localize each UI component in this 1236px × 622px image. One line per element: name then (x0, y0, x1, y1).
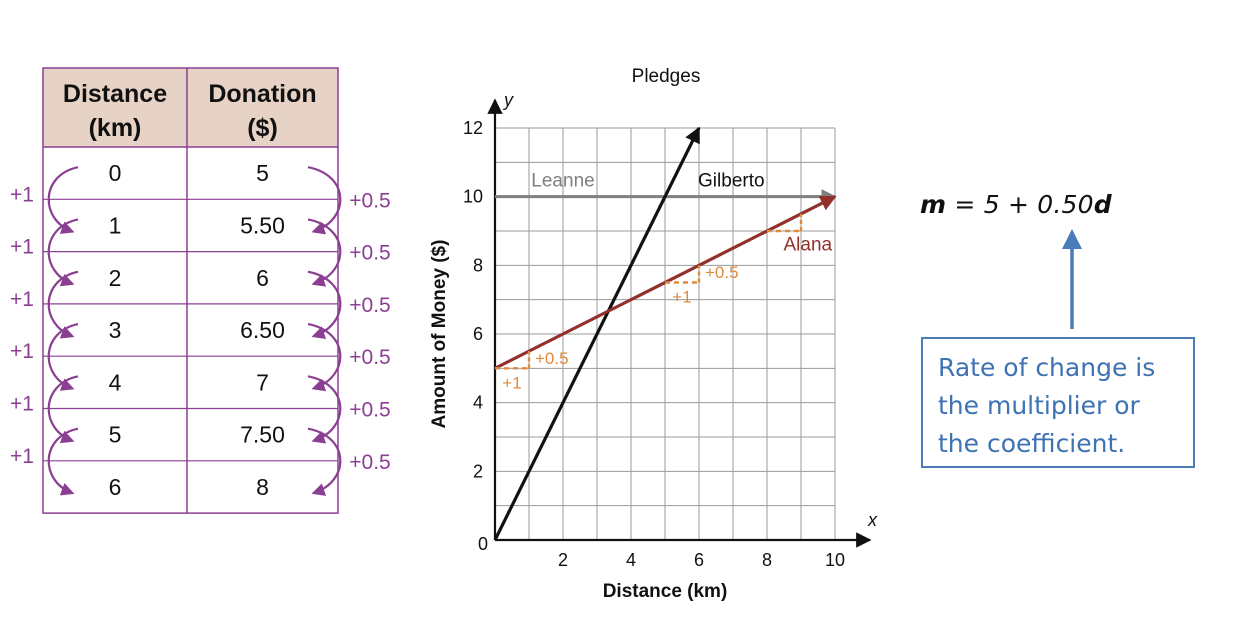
table-cell-distance: 1 (109, 212, 122, 238)
right-step-label: +0.5 (349, 451, 390, 474)
y-axis-title: Amount of Money ($) (429, 240, 450, 429)
right-step-label: +0.5 (349, 346, 390, 369)
formula: m = 5 + 0.50d (920, 190, 1112, 219)
callout-line-2: the multiplier or (938, 391, 1140, 420)
right-step-label: +0.5 (349, 189, 390, 212)
right-step-label: +0.5 (349, 242, 390, 265)
column-header-unit: (km) (89, 114, 142, 142)
callout-line-3: the coefficient. (938, 429, 1126, 458)
series-label-gilberto: Gilberto (698, 171, 765, 192)
y-tick-label: 10 (463, 187, 483, 207)
right-step-arrow (307, 427, 342, 496)
table-cell-distance: 3 (109, 317, 122, 343)
left-step-label: +1 (10, 288, 34, 311)
slope-rise-label: +0.5 (705, 263, 739, 282)
column-header: Donation (208, 80, 316, 108)
table-cell-donation: 5.50 (240, 212, 285, 238)
formula-lhs: m (920, 190, 947, 219)
left-step-label: +1 (10, 445, 34, 468)
slope-rise-label: +0.5 (535, 349, 569, 368)
x-tick-label: 4 (626, 550, 636, 570)
series-label-leanne: Leanne (531, 171, 594, 192)
y-axis-letter: y (502, 90, 514, 110)
table-cell-donation: 7 (256, 369, 269, 395)
table-cell-distance: 5 (109, 422, 122, 448)
table-cell-distance: 0 (109, 160, 122, 186)
x-tick-label: 6 (694, 550, 704, 570)
callout-box: Rate of change is the multiplier or the … (921, 337, 1195, 468)
formula-middle: = 5 + 0.50 (946, 190, 1094, 219)
left-step-label: +1 (10, 183, 34, 206)
origin-label: 0 (478, 534, 488, 554)
left-step-label: +1 (10, 236, 34, 259)
callout-line-1: Rate of change is (938, 353, 1156, 382)
y-tick-label: 6 (473, 324, 483, 344)
x-tick-label: 10 (825, 550, 845, 570)
left-step-label: +1 (10, 393, 34, 416)
x-axis-title: Distance (km) (603, 581, 728, 602)
x-tick-label: 8 (762, 550, 772, 570)
y-tick-label: 2 (473, 461, 483, 481)
y-tick-label: 4 (473, 393, 483, 413)
table-cell-donation: 5 (256, 160, 269, 186)
slope-run-label: +1 (672, 288, 691, 307)
table-cell-donation: 6.50 (240, 317, 285, 343)
slope-run-label: +1 (502, 373, 521, 392)
right-step-label: +0.5 (349, 399, 390, 422)
y-tick-label: 12 (463, 118, 483, 138)
table-cell-donation: 8 (256, 474, 269, 500)
table-cell-donation: 7.50 (240, 422, 285, 448)
column-header-unit: ($) (247, 114, 278, 142)
chart-title: Pledges (632, 66, 701, 87)
table-cell-donation: 6 (256, 265, 269, 291)
series-label-alana: Alana (783, 235, 832, 256)
right-step-label: +0.5 (349, 294, 390, 317)
pledges-chart: Pledges x y 0 2 4 6 8 10 2 4 6 8 10 12 Distance (km) Am… (429, 66, 878, 602)
y-tick-label: 8 (473, 255, 483, 275)
left-step-arrow (47, 427, 79, 496)
table-header-bg (43, 68, 338, 147)
x-tick-label: 2 (558, 550, 568, 570)
table-cell-distance: 6 (109, 474, 122, 500)
column-header: Distance (63, 80, 167, 108)
left-step-label: +1 (10, 340, 34, 363)
table-cell-distance: 2 (109, 265, 122, 291)
x-axis-letter: x (867, 510, 878, 530)
up-arrow-icon (1062, 229, 1082, 329)
table-cell-distance: 4 (109, 369, 122, 395)
formula-variable: d (1093, 190, 1112, 219)
series-line-gilberto (493, 126, 701, 541)
donation-table: Distance (km) Donation ($) 0 5 1 5.50 2 6 3 6.50 4 7 5… (10, 67, 391, 514)
